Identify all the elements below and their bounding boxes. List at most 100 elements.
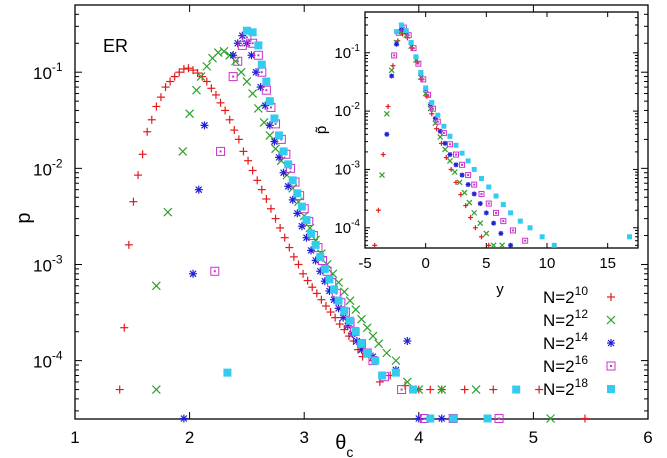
data-point-marker bbox=[194, 185, 203, 194]
data-point-marker bbox=[508, 242, 514, 248]
data-point-marker bbox=[363, 349, 372, 358]
data-point-marker bbox=[237, 40, 247, 50]
data-point-marker bbox=[262, 77, 271, 86]
inset-frame bbox=[364, 11, 639, 249]
data-point-marker bbox=[447, 133, 453, 139]
data-point-marker bbox=[390, 63, 396, 69]
data-point-marker bbox=[156, 93, 165, 102]
data-point-marker bbox=[239, 147, 248, 156]
data-point-marker bbox=[124, 240, 133, 249]
data-point-marker bbox=[325, 275, 334, 284]
data-point-marker bbox=[179, 64, 188, 73]
data-point-marker bbox=[374, 339, 384, 349]
data-point-marker bbox=[321, 301, 330, 310]
inset-y-tick-label: 10-3 bbox=[334, 159, 360, 178]
network-type-label: ER bbox=[103, 36, 128, 56]
data-point-marker bbox=[437, 414, 446, 423]
data-point-marker bbox=[184, 64, 193, 73]
legend-label: N=210 bbox=[543, 284, 588, 307]
data-point-marker bbox=[120, 323, 129, 332]
data-point-marker bbox=[279, 168, 288, 177]
data-point-marker bbox=[211, 90, 220, 99]
data-point-marker bbox=[242, 39, 251, 48]
data-point-marker bbox=[270, 114, 279, 123]
data-point-marker bbox=[471, 191, 477, 197]
data-point-marker bbox=[403, 336, 412, 345]
data-point-marker bbox=[265, 97, 274, 106]
data-point-marker bbox=[391, 356, 401, 366]
data-point-marker bbox=[213, 48, 223, 57]
data-point-marker bbox=[415, 60, 422, 67]
data-point-marker bbox=[345, 296, 355, 306]
inset-series-4 bbox=[394, 22, 633, 248]
data-point-marker bbox=[316, 252, 325, 261]
data-point-marker bbox=[465, 158, 471, 164]
inset-series-3 bbox=[391, 24, 529, 244]
legend-label: N=212 bbox=[543, 307, 588, 330]
data-point-marker bbox=[607, 385, 615, 393]
data-point-marker bbox=[351, 327, 360, 336]
plot-frame bbox=[74, 4, 649, 420]
data-point-marker bbox=[317, 295, 326, 304]
data-point-marker bbox=[456, 179, 463, 186]
data-point-marker bbox=[486, 184, 492, 190]
data-point-marker bbox=[478, 234, 484, 240]
data-point-marker bbox=[408, 40, 414, 46]
data-point-marker bbox=[189, 269, 198, 278]
y-axis-label: p bbox=[13, 212, 35, 223]
data-point-marker bbox=[299, 269, 308, 278]
data-point-marker bbox=[257, 185, 266, 194]
data-point-marker bbox=[429, 105, 436, 112]
data-point-marker bbox=[446, 141, 453, 148]
data-point-marker bbox=[512, 385, 521, 394]
data-point-marker bbox=[434, 118, 441, 125]
y-tick-label: 10-4 bbox=[33, 349, 63, 372]
x-tick-label: 4 bbox=[414, 428, 423, 447]
data-point-marker bbox=[471, 209, 478, 216]
data-point-marker bbox=[346, 316, 355, 325]
data-point-marker bbox=[453, 179, 459, 185]
data-point-marker bbox=[368, 331, 378, 341]
data-point-marker bbox=[499, 242, 506, 249]
data-point-marker bbox=[339, 287, 349, 297]
inset-y-tick-label: 10-1 bbox=[334, 43, 360, 62]
data-point-marker bbox=[152, 102, 161, 111]
data-point-marker bbox=[500, 218, 507, 225]
data-point-marker bbox=[307, 229, 316, 238]
data-point-marker bbox=[134, 171, 143, 180]
data-point-marker bbox=[493, 209, 500, 216]
data-point-marker bbox=[397, 385, 407, 395]
data-point-marker bbox=[385, 103, 391, 109]
data-point-marker bbox=[216, 146, 226, 156]
data-point-marker bbox=[253, 176, 262, 185]
data-point-marker bbox=[423, 85, 429, 91]
series-10 bbox=[115, 64, 589, 423]
data-point-marker bbox=[442, 140, 448, 146]
data-point-marker bbox=[329, 285, 338, 294]
data-point-marker bbox=[493, 193, 499, 199]
data-point-marker bbox=[151, 281, 161, 291]
data-point-marker bbox=[276, 223, 285, 232]
data-point-marker bbox=[308, 283, 317, 292]
inset-x-axis-label: y bbox=[496, 281, 504, 298]
data-point-marker bbox=[472, 225, 478, 231]
data-point-marker bbox=[274, 131, 283, 140]
data-point-marker bbox=[312, 289, 321, 298]
data-point-marker bbox=[271, 144, 280, 154]
data-point-marker bbox=[447, 152, 453, 158]
data-point-marker bbox=[388, 67, 395, 74]
data-point-marker bbox=[403, 28, 409, 34]
data-point-marker bbox=[265, 130, 275, 140]
data-point-marker bbox=[138, 150, 147, 159]
data-point-marker bbox=[414, 414, 423, 423]
data-point-marker bbox=[175, 68, 184, 77]
data-point-marker bbox=[163, 207, 173, 217]
data-point-marker bbox=[527, 225, 533, 231]
data-point-marker bbox=[297, 222, 306, 231]
data-point-marker bbox=[389, 73, 395, 79]
data-point-marker bbox=[478, 175, 484, 181]
data-point-marker bbox=[334, 296, 343, 305]
data-point-marker bbox=[483, 210, 489, 216]
